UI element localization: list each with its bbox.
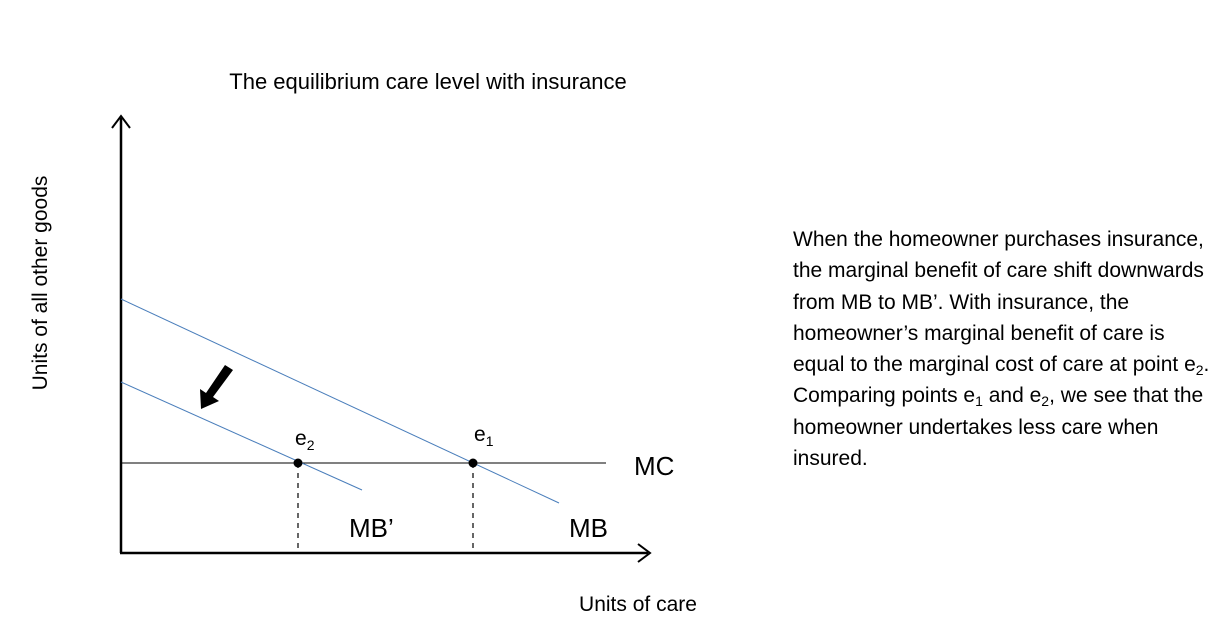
x-axis-arrowhead: [637, 543, 652, 563]
y-axis-label: Units of all other goods: [29, 176, 52, 391]
mb-curve: [120, 298, 560, 504]
mb-prime-curve: [120, 381, 363, 491]
care-equilibrium-diagram: The equilibrium care level with insuranc…: [29, 69, 697, 616]
x-axis-label: Units of care: [579, 593, 697, 616]
mb-prime-label: MB’: [349, 513, 394, 543]
arrow-down-left-icon: [200, 365, 233, 409]
e2-label: e2: [295, 427, 315, 453]
diagram-title: The equilibrium care level with insuranc…: [229, 69, 626, 94]
explanation-text: When the homeowner purchases insurance, …: [793, 228, 1210, 471]
mb-label: MB: [569, 513, 608, 543]
mc-label: MC: [634, 451, 674, 481]
point-e2: [293, 458, 303, 468]
y-axis-arrowhead: [111, 114, 131, 129]
point-e1: [468, 458, 478, 468]
e1-label: e1: [474, 423, 494, 449]
